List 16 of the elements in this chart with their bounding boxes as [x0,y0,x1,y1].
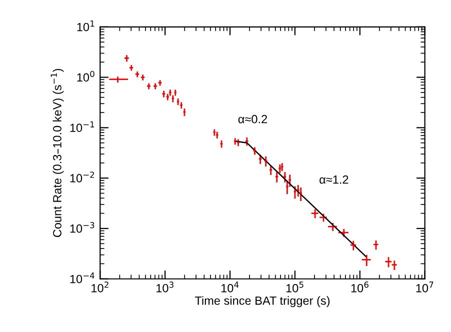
x-tick-label: 10$^{3}$ [156,282,174,292]
y-tick-label: 10$^{1}$ [77,20,94,32]
x-tick-label: 10$^{5}$ [286,282,304,292]
y-tick-label: 10$^{−4}$ [70,272,94,284]
y-axis-title: Count Rate (0.3–10.0 keV) (s$^{−1}$) [50,68,64,238]
x-tick-label: 10$^{4}$ [221,282,239,292]
y-tick-label: 10$^{−3}$ [70,222,94,233]
x-tick-label: 10$^{6}$ [351,282,368,292]
y-tick-label: 10$^{−2}$ [70,172,94,182]
annotation: α≈1.2 [320,175,348,184]
annotation: α≈0.2 [238,114,268,124]
y-tick-label: 10$^{−1}$ [70,121,94,132]
y-tick-label: 10$^{0}$ [77,70,94,82]
x-tick-label: 10$^{7}$ [416,282,434,292]
x-axis-title: Time since BAT trigger (s) [194,296,330,308]
x-tick-label: 10$^{2}$ [92,282,108,292]
